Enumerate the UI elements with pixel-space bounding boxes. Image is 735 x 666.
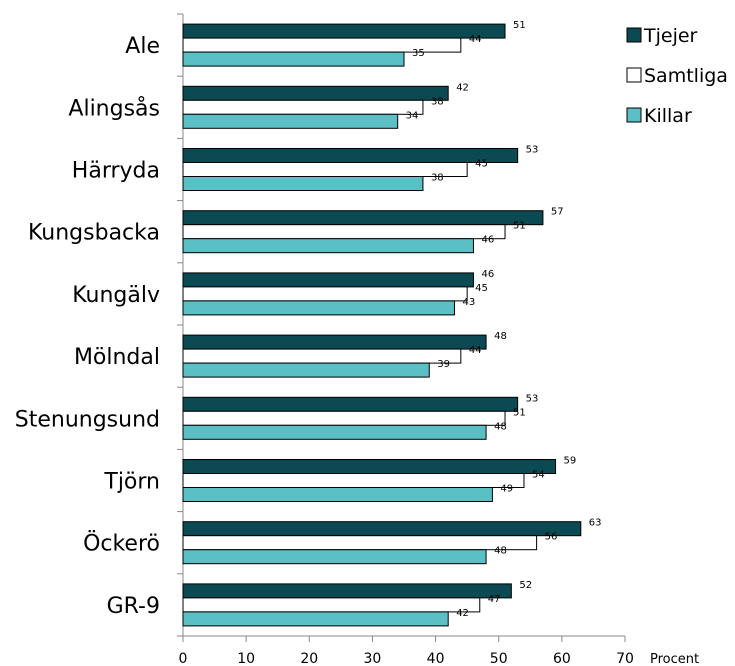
bar-tjejer bbox=[182, 85, 449, 101]
data-label: 42 bbox=[456, 82, 469, 93]
data-label: 53 bbox=[526, 393, 539, 404]
data-label: 59 bbox=[564, 456, 577, 467]
bar-samtliga bbox=[182, 99, 424, 115]
data-label: 34 bbox=[406, 110, 419, 121]
data-label: 44 bbox=[469, 345, 482, 356]
category-label: Tjörn bbox=[103, 470, 160, 495]
data-label: 53 bbox=[526, 145, 539, 156]
category-label: Kungälv bbox=[72, 283, 160, 308]
data-label: 63 bbox=[589, 518, 602, 529]
bar-killar bbox=[182, 113, 399, 129]
bar-killar bbox=[182, 51, 405, 67]
x-tick-label: 60 bbox=[553, 651, 571, 666]
category-label: Stenungsund bbox=[15, 407, 160, 432]
data-label: 35 bbox=[412, 48, 425, 59]
bar-tjejer bbox=[182, 148, 519, 163]
data-label: 48 bbox=[494, 331, 507, 342]
bar-samtliga bbox=[182, 162, 468, 177]
x-tick-label: 30 bbox=[364, 651, 382, 666]
bar-tjejer bbox=[182, 210, 544, 226]
x-axis-label: Procent bbox=[650, 652, 699, 666]
bar-killar bbox=[182, 176, 424, 191]
x-tick-label: 20 bbox=[300, 651, 318, 666]
data-label: 52 bbox=[519, 580, 532, 591]
data-label: 48 bbox=[494, 546, 507, 557]
labels-layer: Ale 51 44 35 Alingsås 42 38 34 Härryda 53 45 38 Kung… bbox=[15, 20, 602, 619]
bars-layer bbox=[182, 23, 582, 627]
legend-label-tjejer: Tjejer bbox=[643, 25, 698, 47]
category-label: Alingsås bbox=[68, 95, 160, 121]
x-tick-label: 50 bbox=[490, 651, 508, 666]
bar-samtliga bbox=[182, 535, 538, 551]
data-label: 42 bbox=[456, 608, 469, 619]
category-label: Härryda bbox=[72, 159, 160, 184]
bar-tjejer bbox=[182, 521, 582, 537]
x-tick-label: 0 bbox=[179, 651, 188, 666]
bar-killar bbox=[182, 238, 474, 254]
bar-tjejer bbox=[182, 583, 512, 599]
legend-label-samtliga: Samtliga bbox=[644, 65, 728, 87]
bar-samtliga bbox=[182, 348, 462, 364]
data-label: 57 bbox=[551, 207, 564, 218]
bar-killar bbox=[182, 611, 449, 627]
bar-tjejer bbox=[182, 459, 557, 474]
legend-swatch-killar bbox=[626, 107, 642, 123]
legend-swatch-tjejer bbox=[626, 27, 642, 43]
bar-killar bbox=[182, 300, 456, 316]
legend-swatch-samtliga bbox=[626, 67, 642, 83]
x-tick-label: 10 bbox=[237, 651, 255, 666]
bar-killar bbox=[182, 362, 430, 378]
bar-killar bbox=[182, 549, 487, 565]
data-label: 46 bbox=[481, 269, 494, 280]
category-label: Öckerö bbox=[83, 531, 160, 557]
data-label: 51 bbox=[513, 20, 526, 31]
data-label: 44 bbox=[469, 34, 482, 45]
x-tick-label: 70 bbox=[616, 651, 634, 666]
category-label: Mölndal bbox=[74, 345, 160, 370]
data-label: 51 bbox=[513, 407, 526, 418]
data-label: 54 bbox=[532, 470, 545, 481]
bar-samtliga bbox=[182, 473, 525, 488]
legend: Tjejer Samtliga Killar bbox=[626, 25, 728, 127]
data-label: 56 bbox=[545, 532, 558, 543]
bar-killar bbox=[182, 487, 493, 502]
axis-layer: 0 10 20 30 40 50 60 70 Procent bbox=[177, 13, 699, 666]
category-label: GR-9 bbox=[107, 594, 160, 619]
data-label: 38 bbox=[431, 173, 444, 184]
bar-killar bbox=[182, 424, 487, 440]
bar-samtliga bbox=[182, 410, 506, 426]
bar-tjejer bbox=[182, 334, 487, 350]
data-label: 48 bbox=[494, 421, 507, 432]
data-label: 46 bbox=[481, 235, 494, 246]
x-tick-label: 40 bbox=[427, 651, 445, 666]
data-label: 47 bbox=[488, 594, 501, 605]
data-label: 45 bbox=[475, 283, 488, 294]
data-label: 39 bbox=[437, 359, 450, 370]
data-label: 43 bbox=[463, 297, 476, 308]
bar-samtliga bbox=[182, 224, 506, 240]
data-label: 38 bbox=[431, 96, 444, 107]
category-label: Ale bbox=[125, 34, 160, 59]
data-label: 45 bbox=[475, 159, 488, 170]
bar-samtliga bbox=[182, 597, 481, 613]
bar-samtliga bbox=[182, 286, 468, 302]
category-label: Kungsbacka bbox=[28, 221, 160, 246]
bar-tjejer bbox=[182, 396, 519, 412]
data-label: 49 bbox=[500, 484, 513, 495]
bar-tjejer bbox=[182, 23, 506, 39]
bar-tjejer bbox=[182, 272, 474, 288]
data-label: 51 bbox=[513, 221, 526, 232]
legend-label-killar: Killar bbox=[644, 105, 692, 127]
